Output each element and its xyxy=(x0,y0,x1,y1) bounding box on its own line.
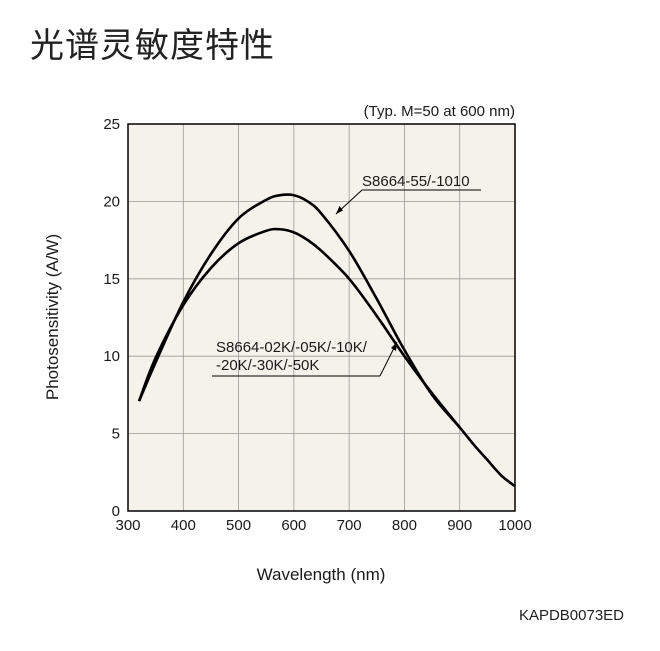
series-1-callout: S8664-55/-1010 xyxy=(335,173,481,215)
plot-area xyxy=(128,124,515,511)
page-title: 光谱灵敏度特性 xyxy=(30,26,275,66)
series-2-callout: S8664-02K/-05K/-10K/ -20K/-30K/-50K xyxy=(212,339,398,377)
x-tick-label: 300 xyxy=(115,517,140,534)
x-tick-label: 400 xyxy=(171,517,196,534)
x-tick-label: 700 xyxy=(337,517,362,534)
plot-frame xyxy=(127,123,516,512)
y-tick-label: 20 xyxy=(103,193,120,210)
x-tick-label: 600 xyxy=(281,517,306,534)
y-tick-label: 25 xyxy=(103,116,120,133)
x-tick-label: 1000 xyxy=(498,517,531,534)
x-tick-label: 800 xyxy=(392,517,417,534)
grid-lines xyxy=(128,124,515,511)
series-1-line xyxy=(137,193,516,488)
series-2-label-line-1: S8664-02K/-05K/-10K/ xyxy=(216,339,368,356)
y-tick-label: 0 xyxy=(112,503,120,520)
series-2-label-line-2: -20K/-30K/-50K xyxy=(216,357,319,374)
y-tick-label: 15 xyxy=(103,271,120,288)
spectral-response-chart: 300 400 500 600 700 800 900 1000 0 5 10 15 20 25 (Typ… xyxy=(43,103,532,584)
tick-labels: 300 400 500 600 700 800 900 1000 0 5 10 15 20 25 xyxy=(103,116,531,534)
y-tick-label: 5 xyxy=(112,426,120,443)
x-tick-label: 500 xyxy=(226,517,251,534)
y-axis-label: Photosensitivity (A/W) xyxy=(43,234,62,400)
x-tick-label: 900 xyxy=(447,517,472,534)
document-code: KAPDB0073ED xyxy=(518,607,624,624)
chart-subtitle: (Typ. M=50 at 600 nm) xyxy=(364,103,515,120)
x-axis-label: Wavelength (nm) xyxy=(257,565,386,584)
series-1-label: S8664-55/-1010 xyxy=(362,173,470,190)
y-tick-label: 10 xyxy=(103,348,120,365)
